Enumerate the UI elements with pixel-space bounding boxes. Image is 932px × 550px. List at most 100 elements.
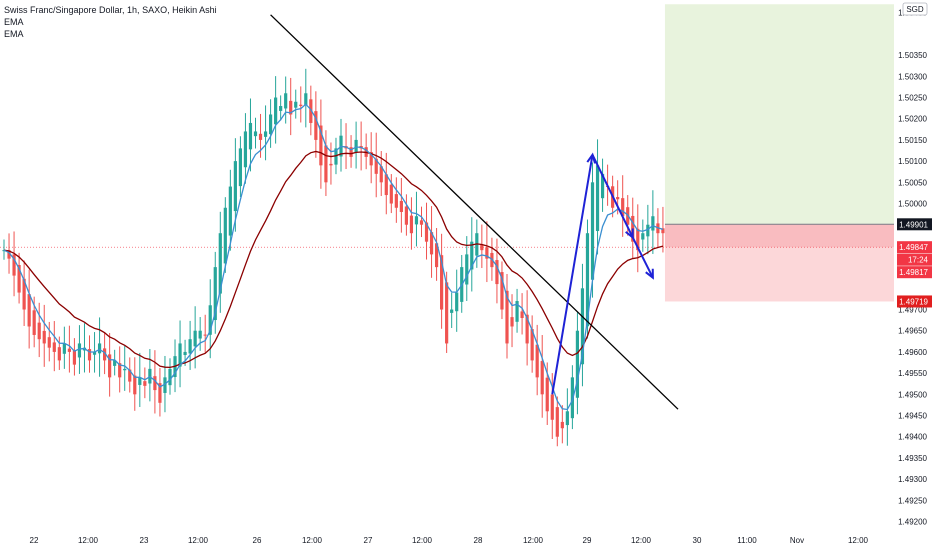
candle-body: [641, 233, 645, 240]
candle-body: [651, 216, 655, 231]
candle-body: [540, 361, 544, 395]
candle-body: [299, 104, 303, 106]
y-tick-label: 1.50350: [898, 51, 927, 60]
candle-body: [263, 131, 268, 137]
candle-body: [550, 394, 554, 420]
arrow-line: [631, 236, 654, 279]
candle-body: [238, 148, 243, 187]
candle-body: [213, 267, 217, 321]
candle-body: [103, 348, 107, 361]
x-tick-label: 27: [364, 536, 373, 545]
x-tick-label: 12:00: [412, 536, 433, 545]
chart-legend: Swiss Franc/Singapore Dollar, 1h, SAXO, …: [4, 4, 217, 40]
candle-body: [585, 233, 590, 327]
candle-body: [128, 369, 132, 382]
candle-body: [178, 343, 182, 367]
candle-body: [409, 215, 414, 234]
y-tick-label: 1.49300: [898, 475, 927, 484]
candle-body: [108, 354, 112, 378]
candle-body: [590, 182, 595, 280]
price-tag: [897, 253, 932, 266]
x-tick-label: 12:00: [78, 536, 99, 545]
candle-body: [289, 100, 293, 115]
candle-body: [399, 200, 403, 212]
x-tick-label: 12:00: [631, 536, 652, 545]
currency-box: [902, 2, 928, 16]
candle-body: [87, 349, 92, 361]
candle-body: [294, 101, 298, 108]
price-tag: [897, 266, 932, 279]
candle-body: [600, 173, 605, 199]
candle-body: [243, 131, 248, 168]
price-tag-label: 1.49719: [899, 297, 928, 306]
candle-body: [198, 330, 202, 339]
trendline: [270, 14, 679, 410]
x-tick-label: 30: [693, 536, 702, 545]
x-tick-label: 12:00: [188, 536, 209, 545]
candle-body: [636, 228, 640, 251]
arrow-line: [551, 154, 594, 395]
position-zones: [0, 4, 902, 302]
x-tick-label: 12:00: [848, 536, 869, 545]
candle-body: [646, 224, 650, 237]
ema-lines: [3, 103, 664, 411]
candle-body: [72, 350, 77, 365]
loss-zone-filled: [664, 224, 902, 248]
x-tick-label: 29: [583, 536, 592, 545]
candle-body: [545, 377, 549, 412]
legend-ema-1: EMA: [4, 17, 24, 27]
candle-body: [248, 122, 253, 150]
candle-body: [450, 309, 454, 313]
candle-body: [233, 161, 237, 212]
x-tick-label: 11:00: [737, 536, 757, 545]
candle-body: [394, 194, 398, 208]
x-axis: 22 12:00 23 12:00 26 12:00 27 12:00 28 12:00 29 12:…: [0, 531, 932, 550]
price-tag-label: 17:24: [908, 256, 929, 265]
candle-body: [274, 97, 278, 125]
y-tick-label: 1.50000: [898, 200, 927, 209]
candle-body: [510, 317, 514, 327]
candle-body: [485, 247, 489, 259]
candle-body: [414, 216, 419, 225]
candle-body: [424, 222, 429, 242]
candle-body: [515, 301, 519, 322]
price-tag-label: 1.49817: [899, 268, 928, 277]
chart-title: Swiss Franc/Singapore Dollar, 1h, SAXO, …: [4, 5, 217, 15]
candle-body: [379, 166, 383, 183]
candle-body: [565, 411, 569, 426]
price-tag-label: 1.49847: [899, 243, 928, 252]
drawings: [270, 14, 679, 410]
candle-body: [616, 197, 620, 200]
candle-body: [77, 343, 82, 358]
candle-body: [113, 360, 117, 366]
price-tag: [897, 295, 932, 308]
candle-body: [495, 260, 499, 285]
candle-body: [253, 131, 258, 137]
y-tick-label: 1.50150: [898, 136, 927, 145]
candle-body: [440, 255, 444, 310]
candle-body: [123, 368, 127, 371]
candle-body: [22, 278, 26, 310]
candle-body: [530, 329, 534, 361]
candle-body: [143, 381, 147, 386]
candle-body: [153, 376, 157, 391]
y-tick-label: 1.50050: [898, 178, 927, 187]
candle-body: [304, 93, 308, 106]
candle-body: [309, 99, 313, 123]
price-tag: [897, 218, 932, 231]
x-tick-label: 23: [140, 536, 149, 545]
candle-body: [520, 311, 524, 318]
y-tick-label: 1.49200: [898, 518, 927, 527]
candle-body: [42, 330, 46, 344]
candle-body: [168, 368, 172, 386]
candles: [2, 68, 665, 447]
arrow-line: [591, 154, 634, 238]
y-tick-label: 1.50250: [898, 94, 927, 103]
candle-body: [324, 145, 328, 183]
candle-body: [319, 125, 323, 166]
candle-body: [419, 220, 424, 225]
x-tick-label: 12:00: [302, 536, 323, 545]
candle-body: [32, 310, 36, 335]
y-tick-label: 1.49700: [898, 306, 927, 315]
